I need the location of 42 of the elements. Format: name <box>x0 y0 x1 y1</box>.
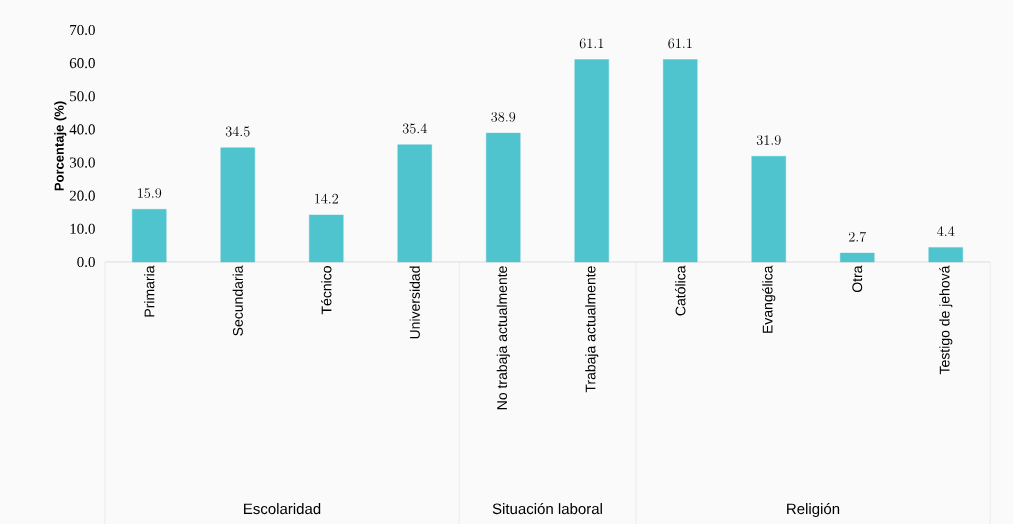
bar <box>132 209 167 263</box>
bar <box>663 59 698 263</box>
x-tick-label: Universidad <box>409 266 420 339</box>
bar <box>928 247 963 263</box>
data-label: 4.4 <box>937 226 955 236</box>
x-tick-label: Otra <box>852 265 863 292</box>
bar <box>574 59 609 263</box>
y-tick-label: 10.0 <box>70 223 95 234</box>
bar <box>309 214 344 263</box>
y-tick-label: 40.0 <box>69 124 95 135</box>
y-tick-label: 70.0 <box>70 24 95 36</box>
x-tick-label: Trabaja actualmente <box>585 266 599 393</box>
y-tick-label: 30.0 <box>69 157 95 168</box>
x-tick-label: Evangélica <box>762 265 776 333</box>
text: Escolaridad <box>244 503 321 515</box>
y-tick-label: 20.0 <box>69 190 95 201</box>
y-tick-label: 0.0 <box>77 256 95 267</box>
bar <box>486 132 521 263</box>
x-tick-label: Secundaria <box>232 265 243 336</box>
data-label: 15.9 <box>138 188 162 198</box>
data-label: 61 . 1 <box>579 38 604 49</box>
data-label: 35.4 <box>402 123 427 134</box>
text: Situación laboral <box>492 502 602 515</box>
data-label: 31 .9 <box>756 135 781 145</box>
data-label: 2.7 <box>848 231 867 242</box>
x-tick-label: Testigo de jehová <box>939 265 953 375</box>
bar <box>840 252 875 263</box>
x-tick-label: Católica <box>675 265 686 316</box>
bar <box>751 155 786 263</box>
x-tick-label: No trabaja actualmente <box>496 266 510 410</box>
bar <box>220 147 255 263</box>
y-tick-label: 60.0 <box>69 57 95 69</box>
bar <box>397 144 432 263</box>
y-tick-label: 50.0 <box>70 91 95 102</box>
data-label: 61 . 1 <box>668 38 692 49</box>
x-tick-label: Técnico <box>321 266 332 315</box>
x-tick-label: Primaria <box>144 265 155 317</box>
y-axis-title: Porcentaje (%) <box>54 101 67 191</box>
data-label: 38.9 <box>491 111 516 122</box>
data-label: 14.2 <box>315 193 339 204</box>
data-label: 34.5 <box>225 126 250 137</box>
text: Religión <box>787 502 840 517</box>
